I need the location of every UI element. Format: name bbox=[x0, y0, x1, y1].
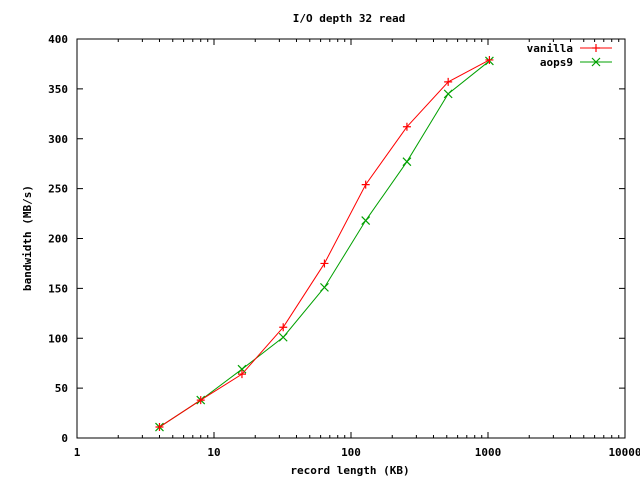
axes: 0 50 100 150 200 250 300 350 400 1 10 100 1000 10000 bbox=[48, 33, 640, 459]
x-tick-label: 10 bbox=[207, 446, 220, 459]
y-tick-label: 300 bbox=[48, 133, 68, 146]
x-axis-label: record length (KB) bbox=[290, 464, 409, 477]
y-tick-label: 0 bbox=[61, 432, 68, 445]
x-tick-label: 10000 bbox=[608, 446, 640, 459]
series-line-aops9 bbox=[159, 60, 490, 428]
plot-frame bbox=[76, 38, 626, 439]
y-tick-label: 200 bbox=[48, 233, 68, 246]
data-point-aops9 bbox=[278, 332, 288, 342]
y-tick-label: 50 bbox=[55, 382, 68, 395]
y-axis-label: bandwidth (MB/s) bbox=[21, 185, 34, 291]
data-point-aops9 bbox=[361, 216, 371, 225]
x-tick-label: 100 bbox=[341, 446, 361, 459]
legend-marker-aops9 bbox=[591, 57, 601, 67]
legend-marker-vanilla bbox=[592, 44, 600, 52]
data-point-vanilla bbox=[361, 180, 370, 189]
y-tick-label: 150 bbox=[48, 282, 68, 295]
x-tick-label: 1000 bbox=[475, 446, 502, 459]
legend-label-aops9: aops9 bbox=[540, 56, 573, 69]
data-point-vanilla bbox=[402, 122, 411, 131]
plot-lines bbox=[155, 55, 494, 432]
data-point-vanilla bbox=[485, 55, 494, 64]
data-point-vanilla bbox=[444, 77, 453, 86]
y-tick-label: 250 bbox=[48, 183, 68, 196]
y-tick-label: 400 bbox=[48, 33, 68, 46]
chart-title: I/O depth 32 read bbox=[293, 12, 406, 25]
data-point-vanilla bbox=[155, 423, 164, 432]
y-tick-label: 350 bbox=[48, 83, 68, 96]
data-point-vanilla bbox=[196, 396, 205, 405]
data-point-aops9 bbox=[443, 89, 453, 99]
y-tick-label: 100 bbox=[48, 332, 68, 345]
data-point-aops9 bbox=[402, 157, 412, 167]
data-point-vanilla bbox=[279, 323, 288, 332]
x-tick-label: 1 bbox=[74, 446, 81, 459]
series-line-vanilla bbox=[159, 59, 490, 428]
data-point-aops9 bbox=[320, 282, 329, 292]
data-point-vanilla bbox=[320, 259, 329, 268]
data-point-vanilla bbox=[237, 370, 246, 379]
legend-label-vanilla: vanilla bbox=[527, 42, 573, 55]
